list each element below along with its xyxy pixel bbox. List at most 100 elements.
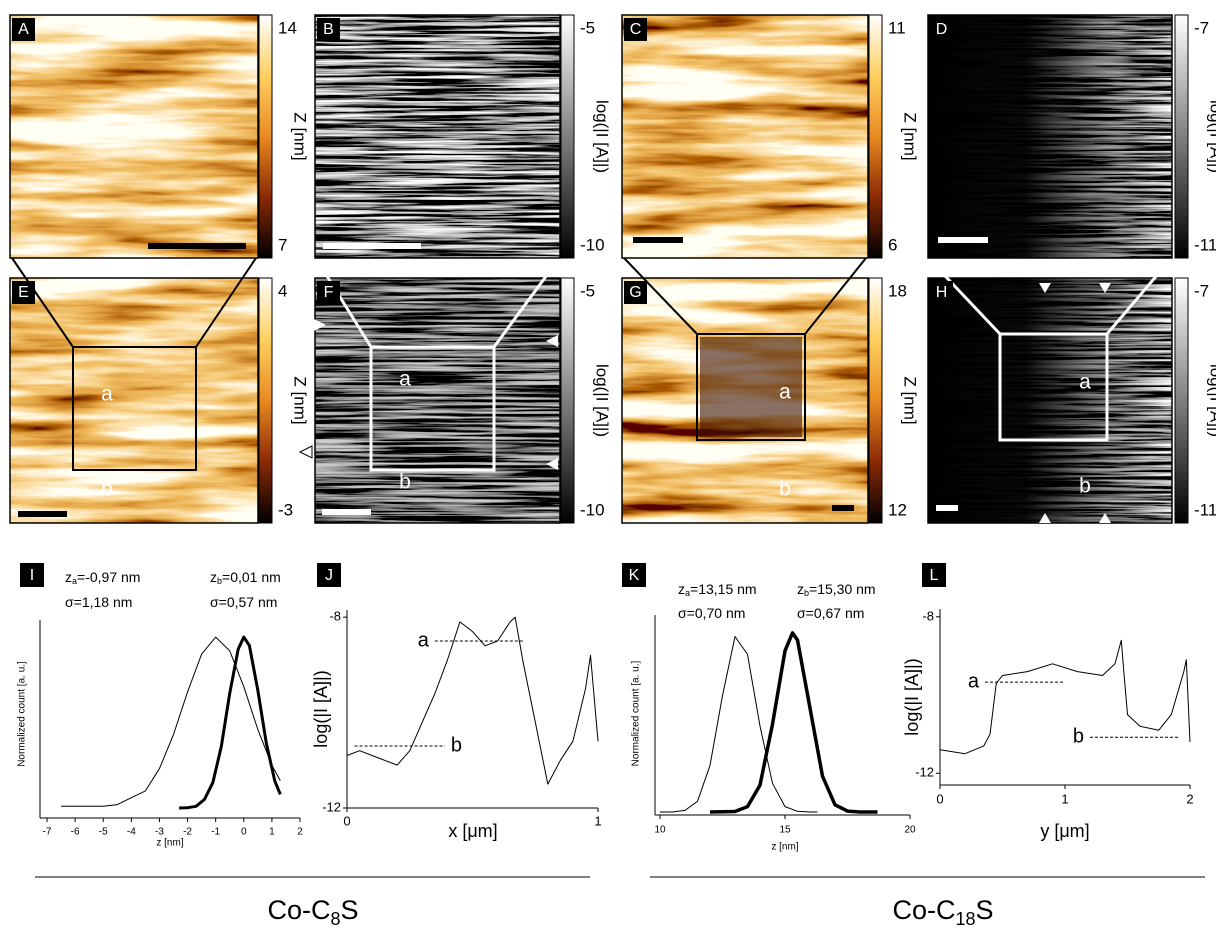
region-label: a — [779, 381, 791, 404]
region-label: b — [399, 471, 411, 494]
zoom-box — [72, 346, 197, 471]
data-line — [939, 639, 1191, 755]
annotation-subscript: a — [685, 588, 690, 598]
region-label: b — [779, 478, 791, 501]
map-image — [10, 15, 258, 258]
scale-bar — [18, 511, 67, 517]
data-line — [61, 636, 281, 807]
region-label: a — [399, 368, 411, 391]
map-shade — [928, 15, 1172, 258]
colorbar — [1174, 277, 1189, 524]
scale-bar — [148, 243, 246, 249]
annotation: σ=1,18 nm — [65, 594, 132, 610]
x-tick-label: -5 — [99, 827, 108, 838]
x-axis-label: x [μm] — [448, 821, 497, 841]
colorbar-label: log(|I [A]|) — [1207, 100, 1216, 173]
map-image — [315, 15, 560, 258]
scale-bar — [936, 505, 958, 511]
marker — [1099, 283, 1111, 293]
reference-label: a — [418, 629, 430, 651]
x-tick-label: -7 — [43, 827, 52, 838]
x-axis-label: y [μm] — [1040, 821, 1089, 841]
chart-layer: -7 -6 -5 -4 -3 -2 -1 0 1 2 z [nm] Normalized count … — [17, 563, 1194, 929]
zoom-line — [315, 259, 373, 348]
data-line — [179, 635, 282, 810]
scale-bar — [322, 509, 371, 515]
reference-label: b — [451, 734, 462, 756]
map-frame — [927, 14, 1173, 259]
x-tick-label: 0 — [241, 827, 247, 838]
annotation-text: =0,01 nm — [222, 569, 281, 585]
panel-label-box — [20, 563, 44, 587]
panel-label: K — [629, 567, 640, 584]
panel-label: L — [930, 567, 939, 584]
colorbar-tick-label: 6 — [888, 235, 897, 254]
annotation-subscript: a — [72, 576, 77, 586]
y-axis-label: log(|I [A]|) — [902, 658, 922, 735]
panel-label-box — [922, 563, 946, 587]
colorbar-tick-label: 12 — [888, 500, 907, 519]
x-axis-label: z [nm] — [156, 838, 183, 849]
panel-label: B — [323, 21, 334, 38]
x-axis-label: z [nm] — [771, 842, 798, 853]
image-layer: 14 7 Z [nm] -5 -10 log(|I [A]|) 11 6 Z [nm] -7 -11… — [9, 14, 1216, 524]
annotation-text: z — [678, 581, 685, 597]
annotation: σ=0,57 nm — [210, 594, 277, 610]
colorbar-label: log(|I [A]|) — [1207, 364, 1216, 437]
panel-label: H — [936, 284, 948, 301]
colorbar-tick-label: -7 — [1194, 18, 1209, 37]
map-frame — [621, 14, 869, 259]
colorbar-label: log(|I [A]|) — [593, 364, 612, 437]
colorbar-label: Z [nm] — [291, 376, 310, 424]
zoom-line — [928, 258, 1002, 336]
panel-label-box — [930, 281, 953, 304]
marker — [314, 319, 326, 331]
map-shade — [315, 278, 560, 523]
x-tick-label: 1 — [1061, 791, 1068, 806]
panel-label: C — [630, 21, 642, 38]
caption-subscript: 8 — [330, 909, 340, 929]
marker — [1099, 513, 1111, 523]
colorbar-tick-label: -7 — [1194, 281, 1209, 300]
y-tick-label: -8 — [329, 609, 341, 624]
annotation: za=-0,97 nm — [65, 569, 140, 587]
colorbar-tick-label: -11 — [1194, 235, 1216, 254]
annotation-subscript: b — [217, 576, 222, 586]
zoom-line — [623, 257, 698, 335]
x-tick-label: 15 — [779, 825, 791, 836]
scale-bar — [832, 505, 854, 511]
annotation-text: σ=1,18 nm — [65, 594, 132, 610]
annotation-text: =13,15 nm — [690, 581, 757, 597]
zoom-line — [492, 259, 560, 348]
map-frame — [314, 277, 561, 524]
map-frame — [9, 277, 259, 524]
x-tick-label: 10 — [654, 825, 666, 836]
annotation: σ=0,70 nm — [678, 605, 745, 621]
panel-label: A — [18, 21, 29, 38]
panel-label-box — [317, 281, 340, 304]
colorbar-label: Z [nm] — [901, 112, 920, 160]
zoom-line — [11, 257, 74, 348]
zoom-box — [369, 345, 496, 472]
overlay: A B C D Ea b Fa b Ga b Ha b — [11, 18, 1205, 878]
panel-label-box — [624, 281, 647, 304]
x-tick-label: 20 — [904, 825, 916, 836]
y-tick-label: -12 — [322, 799, 341, 814]
colorbar-tick-label: -5 — [580, 18, 595, 37]
colorbar-tick-label: 7 — [278, 235, 287, 254]
panel-label: F — [324, 284, 334, 301]
annotation-text: σ=0,57 nm — [210, 594, 277, 610]
colorbar — [560, 277, 575, 524]
colorbar-tick-label: 4 — [278, 281, 287, 300]
region-label: a — [101, 383, 113, 406]
zoom-line — [1105, 259, 1172, 335]
zoom-box — [696, 333, 806, 441]
data-line — [660, 636, 818, 813]
marker — [546, 335, 558, 347]
y-tick-label: -12 — [915, 765, 934, 780]
colorbar-label: Z [nm] — [291, 112, 310, 160]
panel-label-box — [317, 563, 341, 587]
x-tick-label: 2 — [1186, 791, 1193, 806]
x-tick-label: 1 — [594, 813, 601, 828]
annotation-text: =-0,97 nm — [77, 569, 140, 585]
